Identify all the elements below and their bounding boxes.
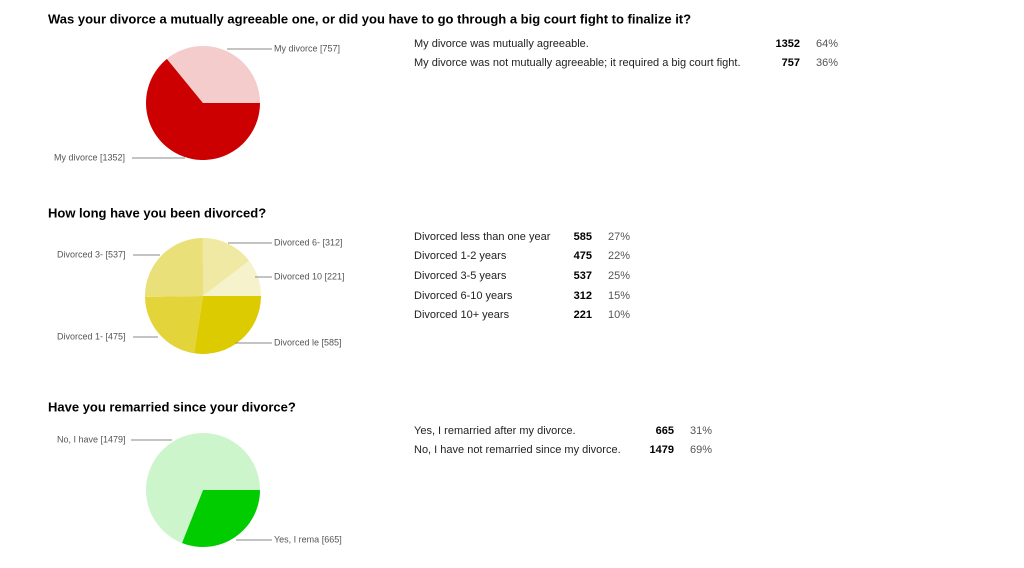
answer-label: Divorced less than one year [414,231,551,243]
question-title: How long have you been divorced? [48,205,266,220]
answer-count: 312 [574,290,592,302]
pie-slice [202,238,250,296]
answer-count: 757 [782,57,800,69]
answer-count: 1352 [776,38,800,50]
answer-label: No, I have not remarried since my divorc… [414,444,621,456]
answer-label: My divorce was not mutually agreeable; i… [414,57,741,69]
answer-percent: 22% [608,250,630,262]
pie-slice [203,260,261,296]
answer-percent: 25% [608,270,630,282]
answer-percent: 31% [690,425,712,437]
slice-label: My divorce [1352] [54,152,125,162]
pie-slice [146,433,260,543]
answer-percent: 36% [816,57,838,69]
pie-slice [146,58,260,160]
slice-label: Divorced 1- [475] [57,331,126,341]
answer-count: 475 [574,250,592,262]
slice-label: Divorced le [585] [274,337,342,347]
pie-slice [145,296,203,354]
answer-count: 537 [574,270,592,282]
pie-slice [194,296,261,354]
answer-label: Divorced 10+ years [414,309,510,321]
answer-count: 1479 [650,444,674,456]
slice-label: My divorce [757] [274,43,340,53]
answer-count: 221 [574,309,592,321]
answer-count: 665 [656,425,674,437]
question-title: Was your divorce a mutually agreeable on… [48,11,691,26]
pie-slice [166,46,260,103]
slice-label: Yes, I rema [665] [274,534,342,544]
pie-slice [181,490,260,548]
answer-label: Divorced 6-10 years [414,290,513,302]
answer-label: Divorced 3-5 years [414,270,507,282]
pie-slice [144,238,203,297]
answer-label: My divorce was mutually agreeable. [414,38,589,50]
slice-label: Divorced 3- [537] [57,249,126,259]
question-title: Have you remarried since your divorce? [48,399,296,414]
slice-label: Divorced 10 [221] [274,271,345,281]
answer-percent: 15% [608,290,630,302]
answer-label: Yes, I remarried after my divorce. [414,425,576,437]
answer-percent: 69% [690,444,712,456]
answer-percent: 64% [816,38,838,50]
answer-percent: 10% [608,309,630,321]
answer-label: Divorced 1-2 years [414,250,507,262]
slice-label: Divorced 6- [312] [274,237,343,247]
answer-percent: 27% [608,231,630,243]
slice-label: No, I have [1479] [57,434,126,444]
answer-count: 585 [574,231,592,243]
